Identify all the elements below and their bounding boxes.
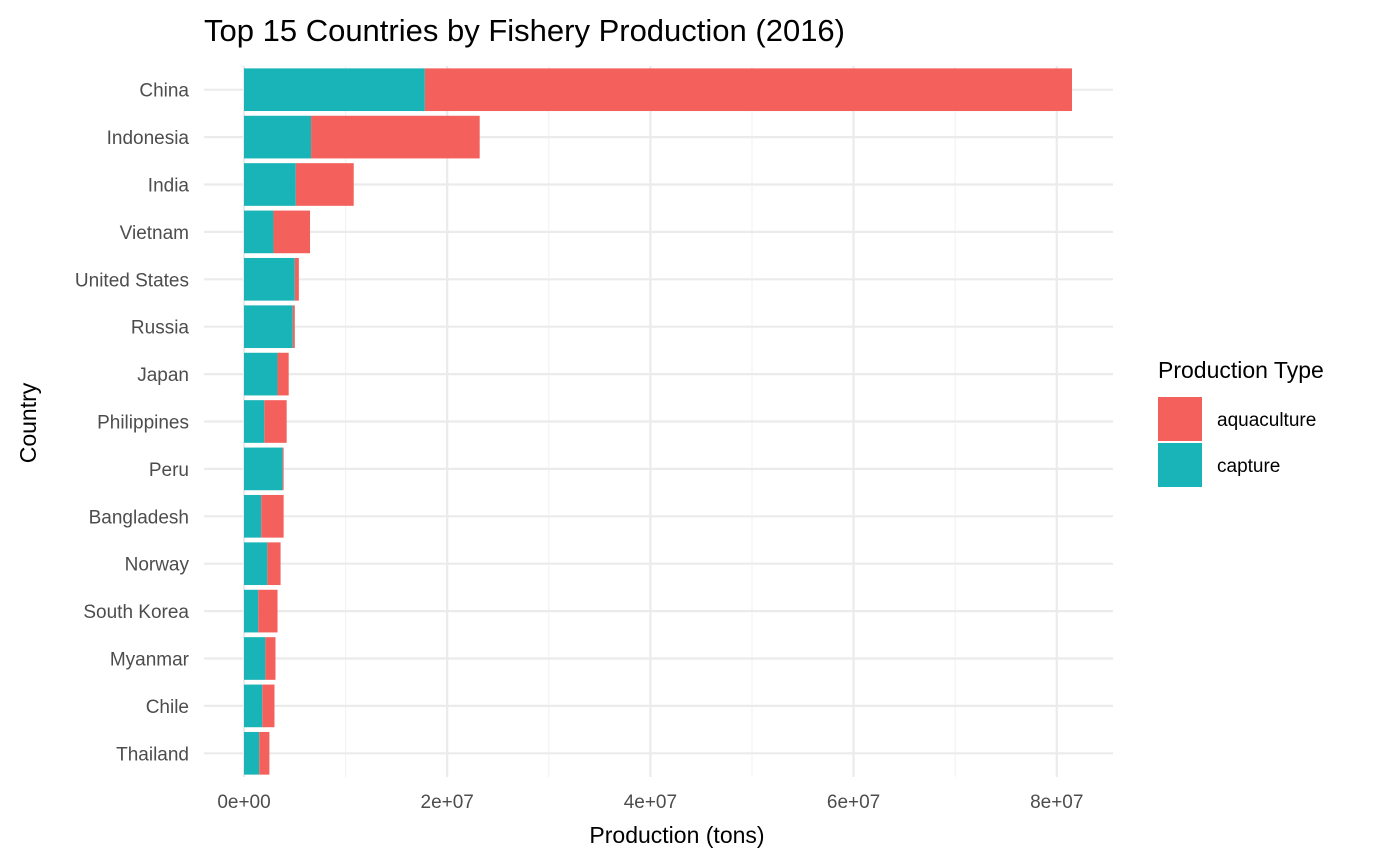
bar-aquaculture-norway bbox=[267, 542, 281, 586]
bar-aquaculture-united-states bbox=[294, 257, 299, 301]
bar-capture-myanmar bbox=[244, 637, 266, 680]
bar-aquaculture-thailand bbox=[259, 731, 270, 775]
legend-label-aquaculture: aquaculture bbox=[1217, 410, 1316, 431]
bar-aquaculture-russia bbox=[292, 305, 295, 349]
bar-capture-philippines bbox=[244, 400, 265, 443]
legend-swatch-aquaculture bbox=[1158, 397, 1202, 441]
y-tick-label: Myanmar bbox=[110, 650, 190, 671]
y-tick-label: Russia bbox=[131, 318, 190, 339]
bar-aquaculture-peru bbox=[282, 447, 284, 491]
x-tick-label: 0e+00 bbox=[217, 792, 270, 813]
y-axis-title: Country bbox=[15, 382, 41, 463]
chart-title: Top 15 Countries by Fishery Production (… bbox=[204, 13, 845, 48]
bar-aquaculture-myanmar bbox=[265, 637, 276, 680]
bar-aquaculture-japan bbox=[277, 352, 289, 396]
y-tick-label: China bbox=[139, 81, 189, 102]
bars bbox=[244, 68, 1073, 775]
legend-label-capture: capture bbox=[1217, 456, 1280, 477]
y-tick-label: Vietnam bbox=[120, 223, 189, 244]
y-tick-label: Indonesia bbox=[107, 128, 190, 149]
bar-capture-norway bbox=[244, 542, 268, 586]
y-tick-label: Thailand bbox=[116, 744, 189, 765]
bar-aquaculture-vietnam bbox=[273, 210, 311, 254]
bar-capture-japan bbox=[244, 352, 278, 396]
y-tick-label: India bbox=[148, 176, 190, 197]
y-tick-label: United States bbox=[75, 270, 189, 291]
y-tick-label: South Korea bbox=[83, 602, 189, 623]
bar-capture-chile bbox=[244, 684, 263, 728]
bar-capture-vietnam bbox=[244, 210, 274, 254]
bar-aquaculture-south-korea bbox=[258, 589, 278, 633]
bar-aquaculture-bangladesh bbox=[261, 494, 284, 538]
bar-capture-south-korea bbox=[244, 589, 259, 633]
y-tick-labels: China Indonesia India Vietnam United States R… bbox=[75, 81, 190, 766]
bar-capture-china bbox=[244, 68, 425, 112]
bar-capture-india bbox=[244, 163, 296, 206]
y-tick-label: Peru bbox=[149, 460, 189, 481]
bar-capture-thailand bbox=[244, 731, 260, 775]
x-tick-label: 8e+07 bbox=[1030, 792, 1083, 813]
legend-title: Production Type bbox=[1158, 357, 1324, 383]
y-tick-label: Japan bbox=[137, 365, 189, 386]
x-tick-label: 4e+07 bbox=[624, 792, 677, 813]
x-axis-title: Production (tons) bbox=[589, 822, 764, 848]
x-tick-label: 6e+07 bbox=[827, 792, 880, 813]
bar-aquaculture-indonesia bbox=[311, 115, 480, 159]
bar-capture-bangladesh bbox=[244, 494, 262, 538]
bar-capture-peru bbox=[244, 447, 283, 491]
legend-swatch-capture bbox=[1158, 443, 1202, 487]
bar-aquaculture-india bbox=[295, 163, 354, 206]
legend: Production Type aquaculture capture bbox=[1158, 357, 1324, 487]
y-tick-label: Philippines bbox=[97, 413, 189, 434]
bar-aquaculture-chile bbox=[262, 684, 275, 728]
x-tick-label: 2e+07 bbox=[421, 792, 474, 813]
y-tick-label: Bangladesh bbox=[89, 507, 189, 528]
x-tick-labels: 0e+00 2e+07 4e+07 6e+07 8e+07 bbox=[217, 792, 1083, 813]
y-tick-label: Chile bbox=[146, 697, 189, 718]
bar-capture-indonesia bbox=[244, 115, 312, 159]
bar-capture-russia bbox=[244, 305, 293, 349]
bar-capture-united-states bbox=[244, 257, 295, 301]
bar-aquaculture-philippines bbox=[264, 400, 287, 443]
y-tick-label: Norway bbox=[125, 555, 190, 576]
bar-aquaculture-china bbox=[424, 68, 1073, 112]
